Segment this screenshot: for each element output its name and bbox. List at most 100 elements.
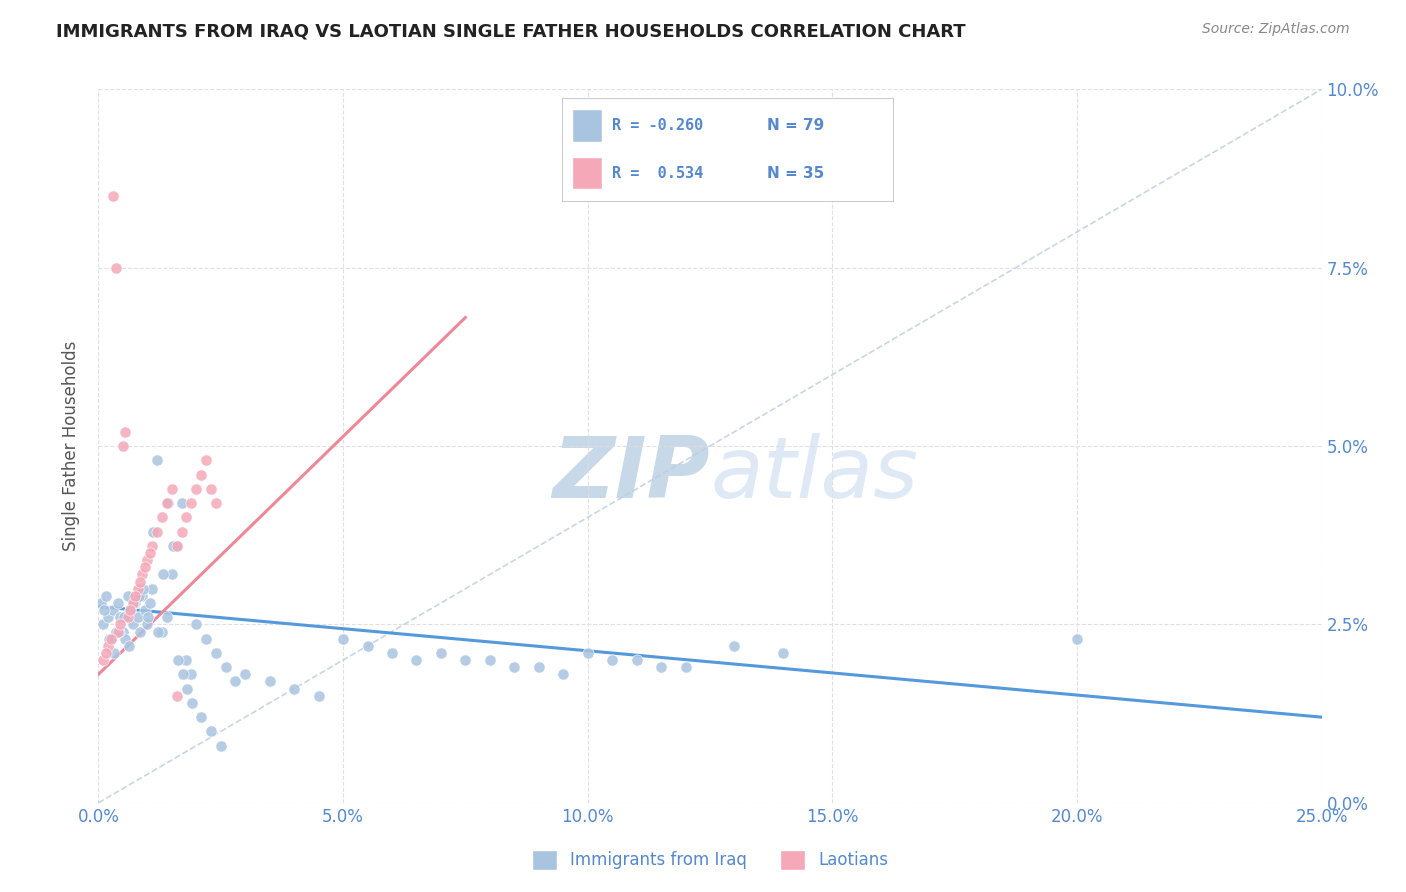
- Point: [108, 624, 131, 639]
- Point: [675, 660, 697, 674]
- Point: [128, 589, 150, 603]
- Point: [186, 482, 208, 496]
- Point: [166, 539, 188, 553]
- Point: [160, 482, 183, 496]
- Point: [181, 696, 204, 710]
- Point: [94, 646, 117, 660]
- Point: [136, 617, 159, 632]
- Point: [723, 639, 745, 653]
- Point: [233, 667, 256, 681]
- Point: [114, 425, 136, 439]
- Point: [176, 653, 198, 667]
- Text: ZIP: ZIP: [553, 433, 710, 516]
- Point: [180, 496, 202, 510]
- Point: [132, 582, 155, 596]
- Point: [97, 610, 120, 624]
- Point: [127, 610, 149, 624]
- Point: [127, 582, 149, 596]
- Point: [576, 646, 599, 660]
- Point: [503, 660, 526, 674]
- Point: [139, 596, 162, 610]
- Point: [772, 646, 794, 660]
- FancyBboxPatch shape: [572, 157, 602, 189]
- Point: [104, 624, 127, 639]
- Point: [134, 603, 156, 617]
- Point: [176, 510, 198, 524]
- Point: [186, 617, 208, 632]
- Point: [129, 574, 152, 589]
- Point: [259, 674, 281, 689]
- Point: [166, 653, 188, 667]
- Point: [156, 610, 179, 624]
- Point: [170, 524, 193, 539]
- Point: [180, 667, 202, 681]
- Point: [131, 589, 153, 603]
- Text: atlas: atlas: [710, 433, 918, 516]
- Point: [124, 596, 146, 610]
- Point: [120, 603, 142, 617]
- Point: [110, 610, 132, 624]
- Text: R =  0.534: R = 0.534: [612, 166, 703, 180]
- Point: [111, 624, 134, 639]
- Point: [136, 553, 159, 567]
- Point: [121, 596, 143, 610]
- Point: [124, 589, 146, 603]
- Point: [190, 467, 212, 482]
- Point: [600, 653, 623, 667]
- Point: [356, 639, 378, 653]
- Point: [205, 496, 228, 510]
- Point: [104, 260, 127, 275]
- Point: [172, 667, 194, 681]
- Point: [308, 689, 330, 703]
- Point: [131, 567, 153, 582]
- Point: [111, 439, 134, 453]
- Point: [120, 603, 142, 617]
- Point: [190, 710, 212, 724]
- Point: [150, 510, 173, 524]
- Point: [381, 646, 404, 660]
- Point: [205, 646, 228, 660]
- Point: [142, 524, 165, 539]
- Point: [626, 653, 648, 667]
- Text: N = 79: N = 79: [768, 119, 824, 133]
- Point: [122, 596, 145, 610]
- FancyBboxPatch shape: [572, 110, 602, 142]
- Point: [214, 660, 236, 674]
- Point: [553, 667, 575, 681]
- Point: [91, 653, 114, 667]
- Point: [100, 632, 122, 646]
- Point: [170, 496, 193, 510]
- Point: [332, 632, 354, 646]
- Point: [1066, 632, 1088, 646]
- Point: [100, 632, 122, 646]
- Point: [146, 524, 169, 539]
- Point: [200, 482, 222, 496]
- Point: [146, 624, 169, 639]
- Point: [283, 681, 305, 696]
- Point: [139, 546, 162, 560]
- Point: [112, 610, 135, 624]
- Text: IMMIGRANTS FROM IRAQ VS LAOTIAN SINGLE FATHER HOUSEHOLDS CORRELATION CHART: IMMIGRANTS FROM IRAQ VS LAOTIAN SINGLE F…: [56, 22, 966, 40]
- Point: [141, 539, 163, 553]
- Point: [141, 582, 163, 596]
- Point: [93, 603, 115, 617]
- Point: [162, 539, 184, 553]
- Point: [107, 624, 129, 639]
- Point: [454, 653, 477, 667]
- Point: [195, 453, 218, 467]
- Point: [121, 617, 143, 632]
- Point: [98, 632, 121, 646]
- Legend: Immigrants from Iraq, Laotians: Immigrants from Iraq, Laotians: [524, 843, 896, 877]
- Text: Source: ZipAtlas.com: Source: ZipAtlas.com: [1202, 22, 1350, 37]
- Y-axis label: Single Father Households: Single Father Households: [62, 341, 80, 551]
- Point: [94, 589, 117, 603]
- Point: [156, 496, 179, 510]
- Point: [110, 617, 132, 632]
- Point: [91, 617, 114, 632]
- Point: [430, 646, 453, 660]
- Point: [114, 632, 136, 646]
- Point: [200, 724, 222, 739]
- Point: [97, 639, 120, 653]
- Point: [118, 639, 141, 653]
- Point: [650, 660, 672, 674]
